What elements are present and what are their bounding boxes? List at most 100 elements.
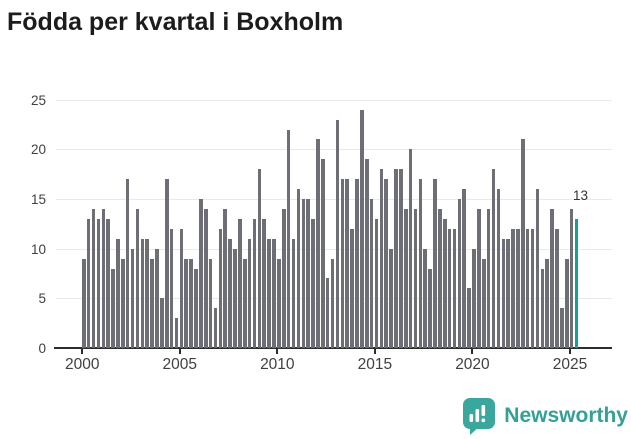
bar <box>394 169 398 348</box>
bar <box>203 208 208 348</box>
highlighted-bar <box>574 218 579 348</box>
bar <box>277 258 281 348</box>
bar <box>564 258 569 348</box>
y-tick-label: 0 <box>38 341 46 356</box>
gridline <box>56 99 612 101</box>
bar <box>511 228 515 348</box>
bar <box>184 258 189 348</box>
bar <box>360 109 364 348</box>
bar <box>379 169 384 348</box>
y-tick-label: 25 <box>30 92 46 108</box>
bar <box>238 218 242 348</box>
newsworthy-icon <box>463 398 496 435</box>
bar <box>355 179 359 348</box>
bar <box>496 189 501 348</box>
bar <box>199 199 203 348</box>
bar <box>135 208 140 348</box>
bar <box>442 218 447 348</box>
x-tick-mark <box>471 348 474 354</box>
bar <box>457 199 462 348</box>
bar <box>384 179 389 348</box>
bar <box>164 179 169 348</box>
bar <box>369 199 374 348</box>
bar <box>160 298 164 348</box>
bar <box>418 179 423 348</box>
bar <box>491 169 496 348</box>
bar <box>438 208 442 348</box>
bar <box>521 139 525 348</box>
bar <box>121 258 125 348</box>
bar <box>569 208 574 348</box>
bar <box>130 248 135 348</box>
last-value-label: 13 <box>572 187 588 203</box>
y-tick-label: 5 <box>38 291 46 307</box>
bar <box>452 228 457 348</box>
bar <box>189 258 193 348</box>
bar <box>91 208 96 348</box>
bar <box>223 208 228 348</box>
bar <box>540 268 545 348</box>
plot-area: 0 5 10 15 20 25 2000 2005 2010 2015 2020 2025 <box>31 93 613 373</box>
bar <box>291 238 296 348</box>
bar <box>140 238 145 348</box>
bar <box>433 179 437 348</box>
bar <box>86 218 91 348</box>
bar <box>462 189 467 348</box>
y-tick-label: 10 <box>30 241 46 257</box>
bar <box>242 258 247 348</box>
x-tick-mark <box>373 348 376 354</box>
bar <box>155 248 159 348</box>
bar <box>330 258 335 348</box>
bar <box>525 228 530 348</box>
x-tick-mark <box>178 348 181 354</box>
bar <box>350 228 354 348</box>
bar <box>233 248 237 348</box>
bar <box>228 238 232 348</box>
bar <box>213 308 218 348</box>
bar <box>247 238 252 348</box>
bar <box>179 228 184 348</box>
bar <box>145 238 149 348</box>
bar <box>340 179 345 348</box>
bar <box>555 228 559 348</box>
bar <box>306 199 310 348</box>
bar <box>335 119 340 348</box>
gridline <box>56 199 612 201</box>
bar <box>252 218 257 348</box>
bar <box>272 238 276 348</box>
bar <box>481 258 486 348</box>
bar <box>428 268 432 348</box>
bar <box>506 238 510 348</box>
bar <box>96 218 101 348</box>
newsworthy-logo[interactable]: Newsworthy <box>461 396 628 436</box>
bar <box>111 268 115 348</box>
bar <box>116 238 120 348</box>
x-tick-label: 2005 <box>162 356 197 373</box>
bar <box>257 169 262 348</box>
bar <box>535 189 540 348</box>
x-tick-mark <box>81 348 84 354</box>
bar <box>550 208 554 348</box>
bar <box>560 308 564 348</box>
bar <box>311 218 315 348</box>
bar <box>467 288 471 348</box>
bar <box>403 208 408 348</box>
x-tick-mark <box>569 348 571 354</box>
bar <box>408 149 413 348</box>
bar <box>364 159 369 348</box>
bar <box>262 218 267 348</box>
gridline <box>56 149 612 151</box>
bar <box>477 208 481 348</box>
bar <box>106 218 110 348</box>
bar <box>345 179 349 348</box>
bar <box>281 208 286 348</box>
bar <box>399 169 403 348</box>
x-tick-label: 2020 <box>455 356 490 373</box>
bar <box>530 228 535 348</box>
y-tick-label: 20 <box>30 142 46 158</box>
bar <box>101 208 106 348</box>
x-tick-label: 2010 <box>260 356 295 373</box>
bar <box>501 238 506 348</box>
bar <box>516 228 520 348</box>
bar <box>82 258 86 348</box>
